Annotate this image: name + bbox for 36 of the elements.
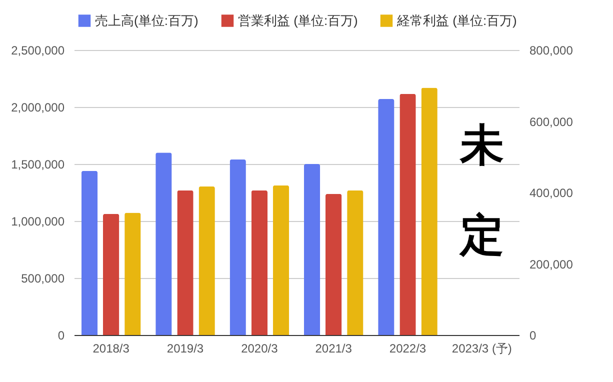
- bar: [421, 88, 438, 335]
- bar: [230, 159, 246, 335]
- y-tick-label: 1,500,000: [11, 158, 65, 172]
- y-tick-label: 2,500,000: [11, 44, 65, 58]
- legend-label: 営業利益 (単位:百万): [238, 12, 358, 28]
- x-tick-label: 2018/3: [92, 342, 130, 356]
- y2-tick-label: 600,000: [530, 114, 574, 129]
- bar: [378, 99, 394, 335]
- y2-tick-label: 800,000: [530, 44, 574, 58]
- bar: [198, 186, 215, 335]
- bar: [156, 152, 172, 335]
- legend-label: 売上高(単位:百万): [95, 12, 198, 28]
- x-tick-label: 2023/3 (予): [452, 342, 512, 356]
- bar: [177, 190, 194, 335]
- x-tick-label: 2019/3: [166, 342, 204, 356]
- x-tick-label: 2020/3: [241, 342, 278, 356]
- y2-tick-label: 200,000: [530, 257, 574, 272]
- y-tick-label: 2,000,000: [11, 100, 65, 114]
- annotation: 未定: [458, 121, 504, 260]
- bar: [400, 94, 416, 335]
- bar: [81, 170, 98, 335]
- bar: [347, 190, 364, 335]
- y-tick-label: 0: [58, 328, 65, 342]
- x-tick-label: 2022/3: [389, 342, 426, 356]
- bar: [124, 212, 141, 335]
- bar: [102, 214, 120, 335]
- y-tick-label: 1,000,000: [11, 214, 65, 228]
- legend-label: 経常利益 (単位:百万): [396, 12, 517, 28]
- y2-tick-label: 400,000: [530, 186, 574, 200]
- bar: [251, 190, 268, 335]
- bar: [325, 194, 342, 335]
- y2-tick-label: 0: [530, 328, 536, 342]
- bar: [272, 185, 290, 335]
- y-tick-label: 500,000: [21, 272, 65, 286]
- bar: [304, 164, 320, 335]
- x-tick-label: 2021/3: [315, 342, 352, 356]
